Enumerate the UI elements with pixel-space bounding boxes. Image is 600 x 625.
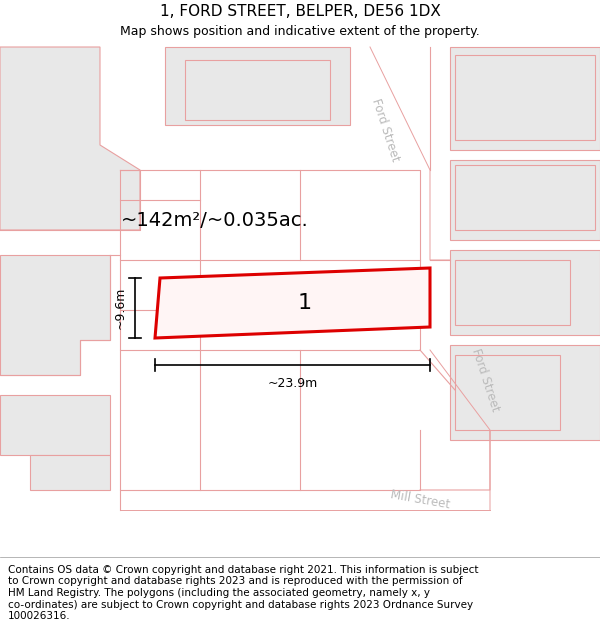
Polygon shape <box>450 345 600 440</box>
Polygon shape <box>450 47 600 150</box>
Polygon shape <box>155 268 430 338</box>
Text: Map shows position and indicative extent of the property.: Map shows position and indicative extent… <box>120 26 480 39</box>
Text: Ford Street: Ford Street <box>469 347 502 413</box>
Polygon shape <box>0 255 110 375</box>
Text: HM Land Registry. The polygons (including the associated geometry, namely x, y: HM Land Registry. The polygons (includin… <box>8 588 430 598</box>
Polygon shape <box>450 250 600 335</box>
Text: 100026316.: 100026316. <box>8 611 71 621</box>
Text: ~23.9m: ~23.9m <box>268 377 317 390</box>
Text: Mill Street: Mill Street <box>389 488 451 512</box>
Polygon shape <box>0 47 140 230</box>
Polygon shape <box>30 455 110 490</box>
Bar <box>455 55 595 140</box>
Text: ~9.6m: ~9.6m <box>114 287 127 329</box>
Text: ~142m²/~0.035ac.: ~142m²/~0.035ac. <box>121 211 309 229</box>
Text: 1: 1 <box>298 293 312 313</box>
Polygon shape <box>450 160 600 240</box>
Text: co-ordinates) are subject to Crown copyright and database rights 2023 Ordnance S: co-ordinates) are subject to Crown copyr… <box>8 599 473 609</box>
Bar <box>185 60 330 120</box>
Polygon shape <box>0 395 110 455</box>
Text: Contains OS data © Crown copyright and database right 2021. This information is : Contains OS data © Crown copyright and d… <box>8 565 479 575</box>
Text: to Crown copyright and database rights 2023 and is reproduced with the permissio: to Crown copyright and database rights 2… <box>8 576 463 586</box>
Polygon shape <box>250 282 380 322</box>
Bar <box>455 165 595 230</box>
Text: 1, FORD STREET, BELPER, DE56 1DX: 1, FORD STREET, BELPER, DE56 1DX <box>160 4 440 19</box>
Polygon shape <box>165 47 350 125</box>
Text: Ford Street: Ford Street <box>368 97 401 163</box>
Bar <box>455 260 570 325</box>
Bar <box>455 355 560 430</box>
